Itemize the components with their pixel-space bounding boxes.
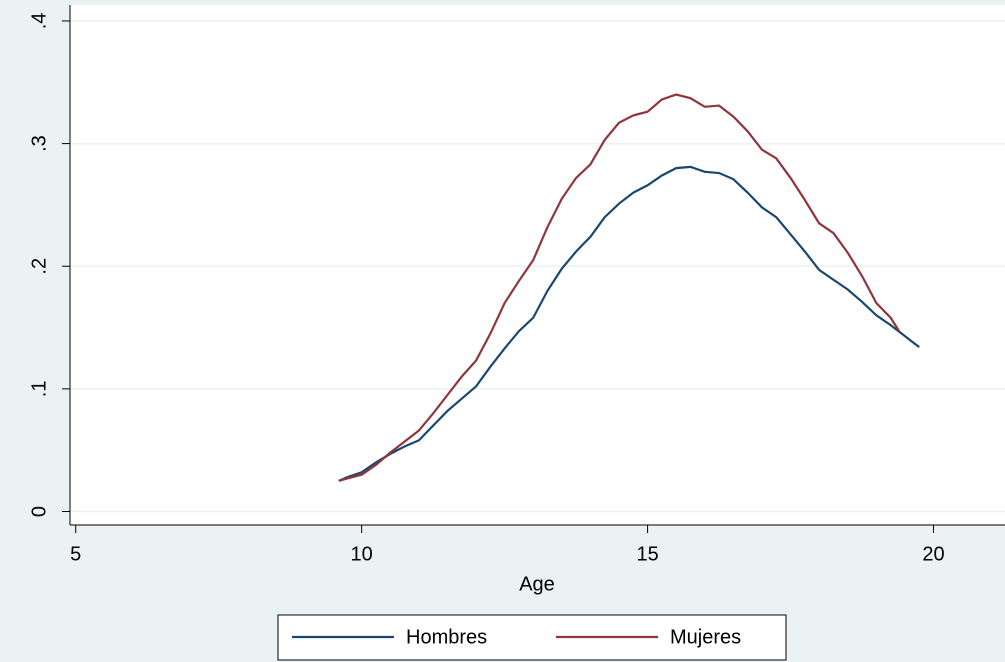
y-tick-label: .4	[28, 13, 50, 30]
plot-area	[70, 5, 1005, 525]
legend-label: Hombres	[406, 626, 487, 648]
y-tick-label: 0	[28, 506, 50, 517]
line-series	[338, 93, 901, 482]
y-tick-label: .1	[28, 381, 50, 398]
legend-label: Mujeres	[670, 626, 741, 648]
y-tick-label: .2	[28, 258, 50, 275]
x-tick-label: 10	[351, 543, 373, 565]
x-tick-label: 15	[636, 543, 658, 565]
x-axis-label: Age	[519, 573, 555, 595]
x-tick-label: 20	[922, 543, 944, 565]
line-series	[338, 165, 920, 482]
x-tick-label: 5	[70, 543, 81, 565]
y-tick-label: .3	[28, 135, 50, 152]
